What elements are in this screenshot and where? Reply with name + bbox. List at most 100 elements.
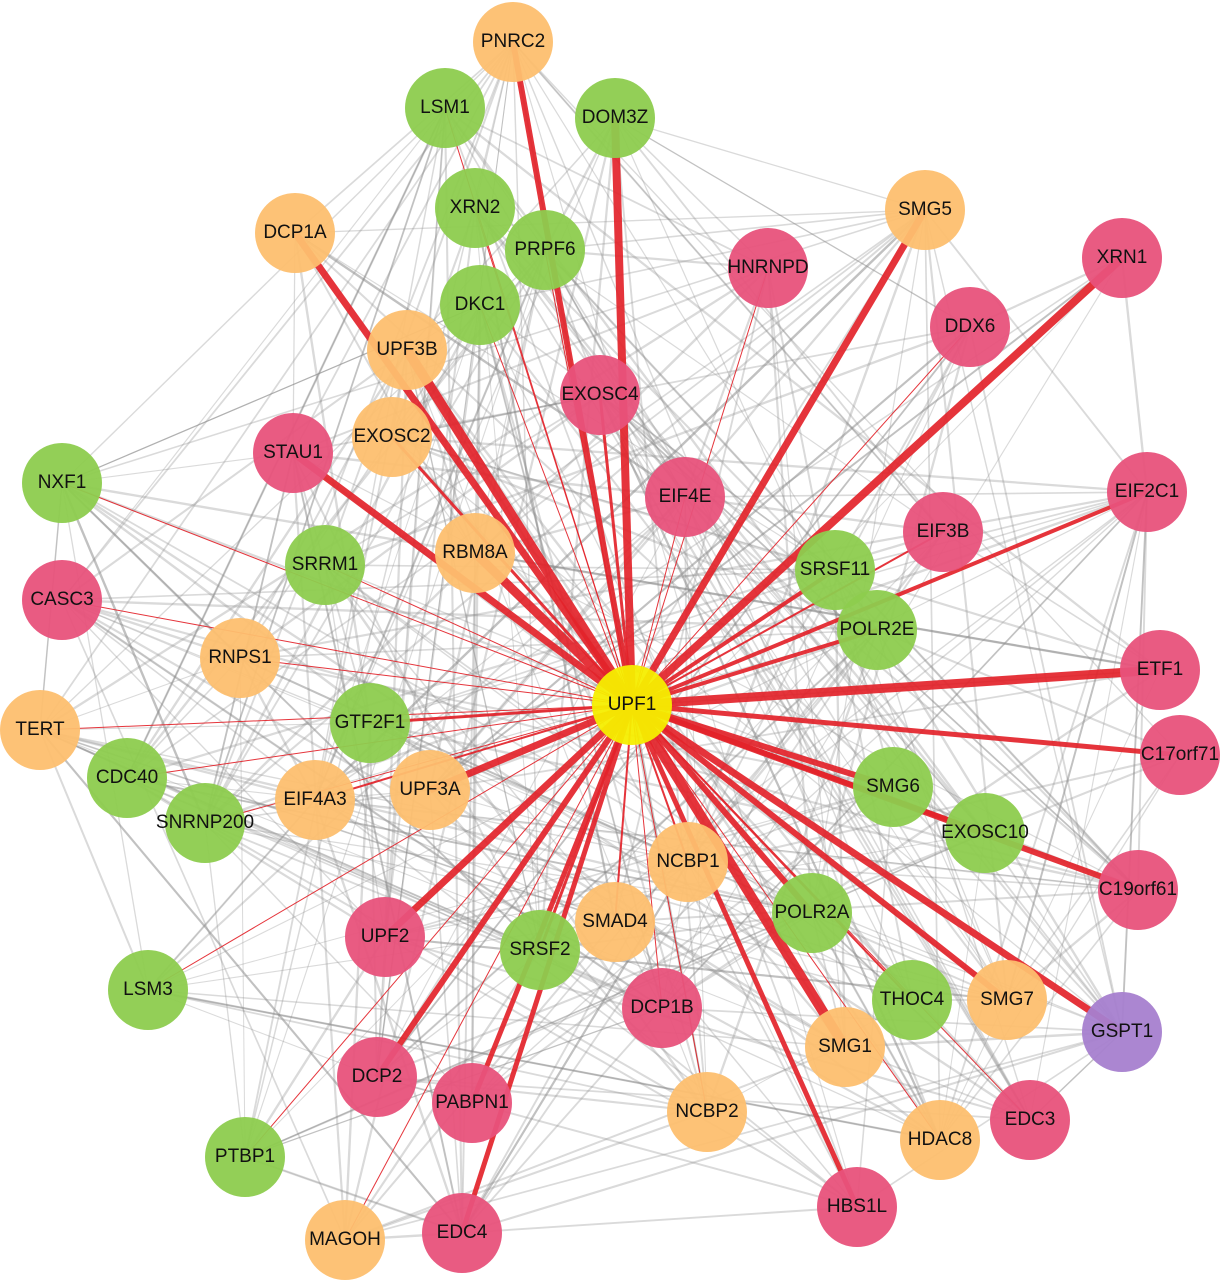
edge (429, 789, 689, 863)
edge (39, 722, 371, 731)
node (1140, 715, 1220, 795)
node-label: SMG7 (980, 989, 1034, 1010)
node-label: SRRM1 (292, 554, 359, 575)
edge (684, 491, 1148, 498)
edge (324, 564, 858, 1208)
node-label: GTF2F1 (335, 712, 406, 733)
hub-edge (629, 255, 1125, 708)
edge (544, 209, 926, 251)
edge (244, 912, 813, 1158)
node-label: NCBP1 (656, 851, 719, 872)
edge (61, 598, 878, 632)
node (22, 560, 102, 640)
node-label: CDC40 (96, 767, 158, 788)
edge (474, 552, 1161, 671)
edge (614, 921, 913, 1001)
edge (391, 436, 836, 571)
node (405, 68, 485, 148)
edge (60, 482, 207, 824)
edge (61, 482, 941, 1141)
node (667, 1072, 747, 1152)
node-label: POLR2A (775, 902, 850, 923)
edge (239, 657, 689, 863)
hub-edge (631, 326, 971, 706)
edge (204, 490, 1148, 825)
edge (147, 786, 894, 991)
edge (474, 209, 926, 554)
edge (239, 490, 1148, 660)
node (1082, 992, 1162, 1072)
node (390, 750, 470, 830)
edge (147, 799, 316, 991)
node (205, 1117, 285, 1197)
edge (239, 629, 878, 659)
node (1098, 850, 1178, 930)
node-label: THOC4 (880, 989, 945, 1010)
edge (876, 629, 1181, 756)
edge (1121, 491, 1148, 1033)
node (930, 287, 1010, 367)
hub-edge (314, 704, 633, 801)
edge (1006, 754, 1181, 1001)
edge (384, 753, 1181, 939)
edge (39, 728, 316, 802)
node-label: DCP2 (352, 1066, 403, 1087)
edge (471, 786, 894, 1104)
edge (147, 989, 941, 1141)
node (367, 310, 447, 390)
hub-edge (631, 665, 1161, 710)
node-label: PABPN1 (435, 1092, 509, 1113)
edge (939, 754, 1181, 1141)
node-label: SMG6 (866, 776, 920, 797)
hub-edge (382, 702, 635, 940)
node-label: RNPS1 (208, 647, 271, 668)
node (575, 78, 655, 158)
edge (376, 629, 878, 1078)
edge (61, 482, 541, 951)
edge (376, 491, 1148, 1078)
node-label: RBM8A (442, 542, 508, 563)
edge (614, 117, 971, 328)
edge (61, 482, 541, 951)
node (200, 618, 280, 698)
edge (834, 491, 1148, 571)
edge (204, 822, 473, 1104)
node (648, 822, 728, 902)
hub-edge (239, 657, 633, 706)
edge (614, 117, 971, 328)
edge (147, 989, 846, 1048)
edge (942, 531, 1161, 671)
edge (294, 232, 686, 498)
edge (474, 207, 1123, 1033)
node-label: STAU1 (263, 442, 323, 463)
node (805, 1007, 885, 1087)
edge (343, 722, 372, 1241)
node (645, 457, 725, 537)
node-label: SRSF11 (800, 559, 870, 580)
node-label: HNRNPD (727, 257, 808, 278)
hub-edge (629, 703, 860, 1209)
node-label: XRN2 (450, 197, 501, 218)
edge (614, 888, 1139, 924)
edge (684, 496, 986, 834)
node (305, 1200, 385, 1280)
edge (391, 435, 1161, 672)
node-label: HBS1L (827, 1196, 887, 1217)
node (1107, 452, 1187, 532)
node-label: UPF3A (399, 779, 461, 800)
node (903, 492, 983, 572)
edge (471, 552, 476, 1104)
edge (391, 435, 1148, 494)
edge (461, 1007, 663, 1234)
node-label: EXOSC4 (561, 384, 639, 405)
edge (479, 209, 926, 306)
node-label: EIF4E (659, 486, 712, 507)
node-label: ETF1 (1137, 659, 1183, 680)
edge (705, 629, 879, 1113)
node-label: DDX6 (945, 316, 996, 337)
edge (856, 1031, 1123, 1208)
hub-edge (631, 704, 708, 1113)
node-label: MAGOH (309, 1229, 381, 1250)
